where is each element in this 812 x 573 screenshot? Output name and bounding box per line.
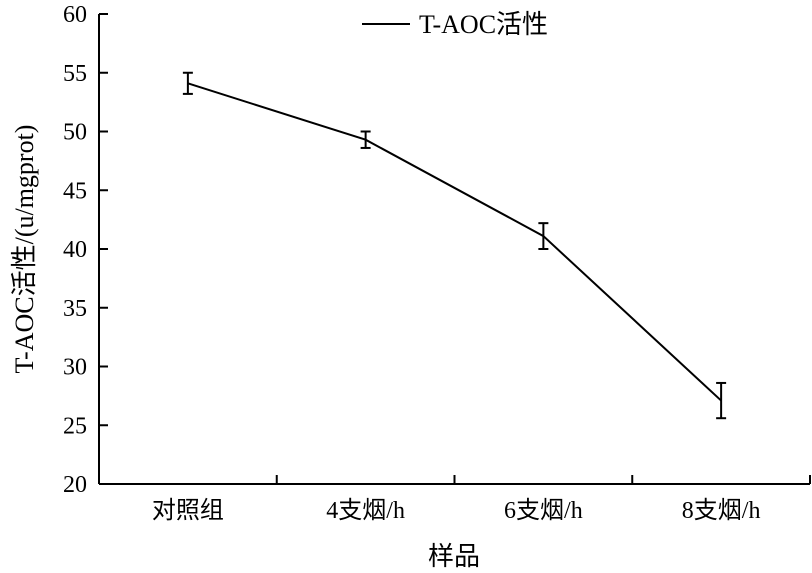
y-tick-label: 40 <box>63 237 87 263</box>
series-line <box>187 82 722 402</box>
x-tick-label: 对照组 <box>152 497 224 524</box>
y-tick-label: 35 <box>63 296 87 322</box>
x-axis-title: 样品 <box>428 542 480 571</box>
legend-label: T-AOC活性 <box>419 10 548 39</box>
y-tick-label: 50 <box>63 120 87 146</box>
y-tick-label: 20 <box>63 472 87 498</box>
y-axis-title: T-AOC活性/(u/mgprot) <box>10 125 39 374</box>
x-tick-label: 6支烟/h <box>504 497 583 524</box>
x-tick-label: 4支烟/h <box>326 497 405 524</box>
y-tick-label: 45 <box>63 178 87 204</box>
legend: T-AOC活性 <box>362 10 548 39</box>
y-tick-label: 60 <box>63 2 87 28</box>
plot-marks <box>182 71 727 420</box>
y-tick-label: 55 <box>63 61 87 87</box>
axes: 20 25 30 35 40 45 50 55 60 对照组 4支烟/h 6支烟/h 8支烟/h <box>63 2 811 524</box>
y-tick-label: 25 <box>63 413 87 439</box>
y-tick-label: 30 <box>63 355 87 381</box>
x-tick-label: 8支烟/h <box>682 497 761 524</box>
